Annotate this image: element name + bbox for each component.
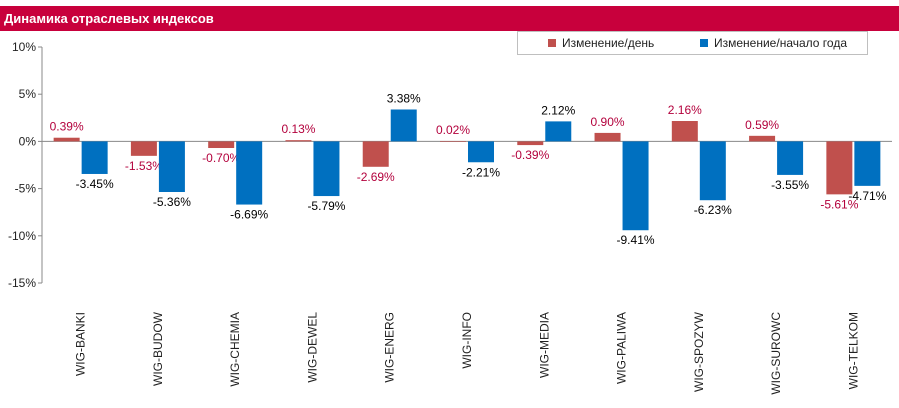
data-label-day: 0.13%	[281, 122, 315, 136]
bar-ytd	[622, 141, 649, 231]
bar-ytd	[699, 141, 726, 201]
data-label-ytd: -9.41%	[617, 233, 655, 247]
data-label-ytd: -6.23%	[694, 203, 732, 217]
bar-ytd	[854, 141, 881, 186]
bar-ytd	[81, 141, 108, 174]
category-label: WIG-ENERG	[383, 312, 397, 383]
bar-day	[671, 121, 698, 142]
data-label-ytd: 2.12%	[541, 103, 575, 117]
bar-ytd	[313, 141, 340, 197]
bar-day	[749, 135, 776, 142]
legend-label-day: Изменение/день	[562, 36, 655, 50]
bar-ytd	[777, 141, 804, 175]
data-label-day: -0.39%	[511, 148, 549, 162]
data-label-ytd: -5.36%	[153, 195, 191, 209]
category-label: WIG-PALIWA	[615, 312, 629, 384]
bar-ytd	[236, 141, 263, 205]
data-label-ytd: -6.69%	[230, 208, 268, 222]
bar-day	[130, 141, 157, 156]
data-label-day: 0.59%	[745, 118, 779, 132]
legend: Изменение/день Изменение/начало года	[517, 31, 868, 55]
y-tick-label: -10%	[8, 229, 36, 243]
category-label: WIG-INFO	[460, 312, 474, 369]
bar-day	[53, 137, 80, 142]
data-label-ytd: 3.38%	[387, 91, 421, 105]
y-tick-label: 10%	[12, 40, 36, 54]
data-label-day: -1.53%	[125, 159, 163, 173]
category-label: WIG-MEDIA	[537, 312, 551, 378]
category-label: WIG-BANKI	[74, 312, 88, 376]
data-label-day: -0.70%	[202, 151, 240, 165]
y-tick-label: -15%	[8, 276, 36, 290]
category-label: WIG-SPOZYW	[692, 311, 706, 392]
y-tick-label: 0%	[19, 134, 37, 148]
legend-item-day: Изменение/день	[548, 36, 654, 50]
bar-ytd	[545, 121, 572, 142]
data-label-ytd: -4.71%	[848, 189, 886, 203]
data-label-day: -2.69%	[357, 170, 395, 184]
bar-day	[594, 132, 621, 142]
data-label-day: 2.16%	[668, 103, 702, 117]
bar-day	[208, 141, 235, 149]
chart-title: Динамика отраслевых индексов	[0, 6, 899, 31]
bar-ytd	[468, 141, 494, 163]
category-label: WIG-CHEMIA	[228, 312, 242, 387]
data-label-day: 0.39%	[50, 120, 84, 134]
legend-item-ytd: Изменение/начало года	[700, 36, 847, 50]
legend-swatch-day	[548, 39, 556, 47]
legend-label-ytd: Изменение/начало года	[714, 36, 847, 50]
y-tick-label: 5%	[19, 87, 37, 101]
bar-day	[362, 141, 389, 167]
bar-ytd	[390, 109, 417, 142]
bar-day	[826, 141, 853, 195]
data-label-day: 0.02%	[436, 123, 470, 137]
category-label: WIG-TELKOM	[846, 312, 860, 389]
bar-day	[517, 141, 544, 146]
bar-day	[285, 140, 312, 142]
data-label-ytd: -3.55%	[771, 178, 809, 192]
data-label-ytd: -3.45%	[76, 177, 114, 191]
category-label: WIG-DEWEL	[305, 312, 319, 383]
legend-swatch-ytd	[700, 39, 708, 47]
y-tick-label: -5%	[15, 182, 37, 196]
bar-day	[440, 141, 466, 142]
data-label-ytd: -5.79%	[307, 199, 345, 213]
data-label-day: -5.61%	[820, 197, 858, 211]
data-label-ytd: -2.21%	[462, 165, 500, 179]
data-label-day: 0.90%	[591, 115, 625, 129]
category-label: WIG-BUDOW	[151, 311, 165, 386]
bar-ytd	[158, 141, 185, 192]
category-label: WIG-SUROWC	[769, 312, 783, 395]
